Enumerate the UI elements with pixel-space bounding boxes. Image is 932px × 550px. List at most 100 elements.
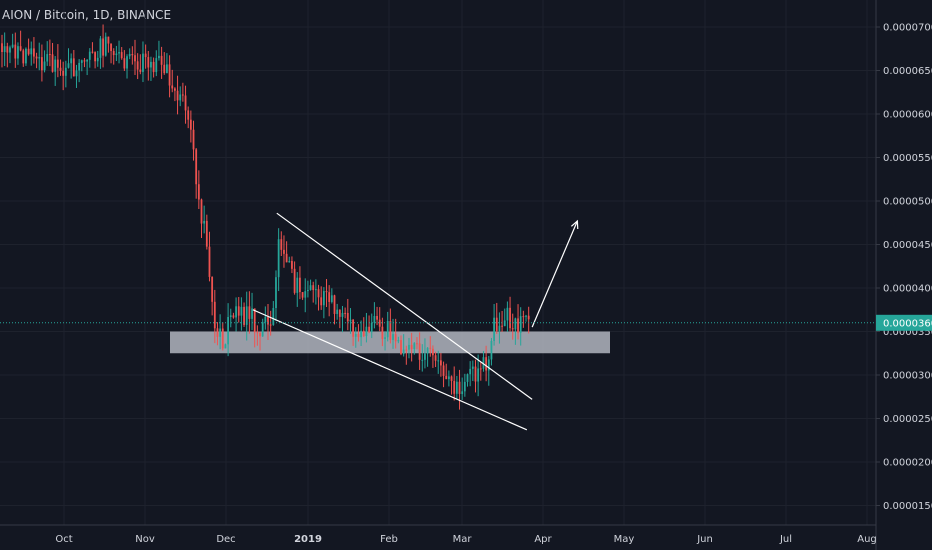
candle-body-32 — [86, 59, 89, 62]
candle-body-55 — [147, 57, 150, 68]
candle-body-4 — [11, 44, 14, 48]
candle-body-99 — [264, 316, 267, 323]
candle-body-81 — [216, 328, 219, 337]
candle-body-158 — [421, 359, 424, 361]
candle-body-59 — [158, 55, 160, 59]
candle-body-180 — [479, 368, 482, 370]
candle-body-113 — [301, 292, 304, 298]
candle-body-80 — [213, 301, 216, 329]
y-tick-label-4: 0.0000500 — [883, 197, 932, 208]
candle-body-110 — [293, 268, 296, 293]
candle-body-62 — [166, 64, 168, 74]
candle-body-44 — [118, 52, 120, 54]
candle-body-43 — [115, 53, 118, 56]
candle-body-192 — [511, 328, 514, 330]
x-tick-label-7: May — [614, 534, 635, 545]
y-tick-label-2: 0.0000600 — [883, 110, 932, 121]
candle-body-53 — [142, 53, 144, 72]
candle-body-105 — [280, 239, 283, 250]
candle-body-29 — [78, 62, 81, 71]
candle-body-82 — [219, 328, 222, 337]
x-tick-label-3: 2019 — [294, 534, 322, 545]
candle-body-118 — [314, 289, 317, 291]
candle-body-171 — [455, 381, 458, 394]
candle-body-6 — [17, 46, 19, 59]
x-tick-label-0: Oct — [55, 534, 72, 545]
candle-body-125 — [333, 295, 336, 314]
candle-body-176 — [469, 368, 472, 375]
candle-body-127 — [338, 309, 341, 317]
candle-body-164 — [437, 360, 440, 362]
candle-body-95 — [253, 308, 256, 333]
candle-body-142 — [378, 319, 381, 327]
candle-body-124 — [330, 295, 333, 302]
candle-body-93 — [248, 306, 251, 319]
candle-body-140 — [373, 315, 376, 323]
candle-body-19 — [51, 54, 54, 72]
candle-body-115 — [307, 289, 309, 292]
candle-body-132 — [352, 319, 355, 337]
candle-body-60 — [160, 55, 163, 65]
y-tick-label-6: 0.0000400 — [883, 284, 932, 295]
candle-body-159 — [424, 353, 426, 360]
candle-body-152 — [405, 349, 408, 351]
candle-body-40 — [107, 36, 110, 44]
candle-body-172 — [458, 381, 461, 395]
candle-body-169 — [450, 376, 453, 381]
candle-body-108 — [288, 261, 291, 263]
candle-body-42 — [112, 50, 115, 56]
candle-body-175 — [466, 374, 469, 382]
candle-body-96 — [256, 332, 259, 334]
candle-body-137 — [365, 326, 368, 337]
candle-body-119 — [317, 289, 320, 298]
candle-body-88 — [235, 306, 237, 318]
candle-body-35 — [94, 52, 96, 62]
candle-body-165 — [440, 360, 442, 366]
candle-body-181 — [482, 357, 485, 369]
candle-body-75 — [200, 199, 203, 224]
candle-body-167 — [445, 375, 448, 380]
candle-body-126 — [336, 309, 339, 314]
candle-body-85 — [227, 317, 229, 345]
candle-body-116 — [309, 285, 312, 290]
candle-body-51 — [136, 61, 139, 70]
arrow-2 — [531, 220, 578, 328]
candle-body-112 — [299, 277, 301, 293]
candle-body-46 — [123, 58, 126, 69]
candle-body-148 — [394, 334, 397, 342]
candle-body-64 — [171, 85, 174, 89]
x-tick-label-10: Aug — [857, 534, 877, 545]
candle-body-102 — [272, 308, 275, 325]
candle-body-66 — [176, 90, 179, 101]
candle-body-130 — [346, 312, 349, 322]
candle-body-10 — [27, 48, 30, 55]
candle-body-170 — [453, 380, 456, 394]
candle-body-123 — [328, 292, 331, 302]
candle-body-8 — [22, 50, 25, 64]
candle-body-114 — [304, 291, 307, 298]
candle-body-101 — [269, 324, 272, 326]
candle-body-156 — [416, 343, 418, 345]
candle-body-98 — [261, 322, 264, 337]
candle-body-147 — [392, 334, 394, 340]
x-tick-label-9: Jul — [779, 534, 792, 545]
candle-body-179 — [477, 368, 480, 382]
annotations — [252, 212, 579, 431]
candle-body-83 — [221, 328, 224, 349]
candle-body-177 — [471, 366, 474, 369]
candle-body-3 — [9, 47, 11, 53]
candle-body-17 — [46, 54, 49, 62]
candle-body-90 — [240, 306, 243, 316]
candle-body-151 — [402, 349, 405, 355]
x-tick-label-6: Apr — [534, 534, 552, 545]
candle-body-39 — [104, 36, 107, 56]
x-tick-label-2: Dec — [216, 534, 235, 545]
candle-body-136 — [362, 330, 365, 337]
candle-body-23 — [62, 70, 65, 76]
candle-body-73 — [195, 149, 198, 185]
x-tick-label-8: Jun — [696, 534, 713, 545]
candle-body-194 — [517, 318, 519, 333]
chart-title: AION / Bitcoin, 1D, BINANCE — [2, 8, 172, 22]
